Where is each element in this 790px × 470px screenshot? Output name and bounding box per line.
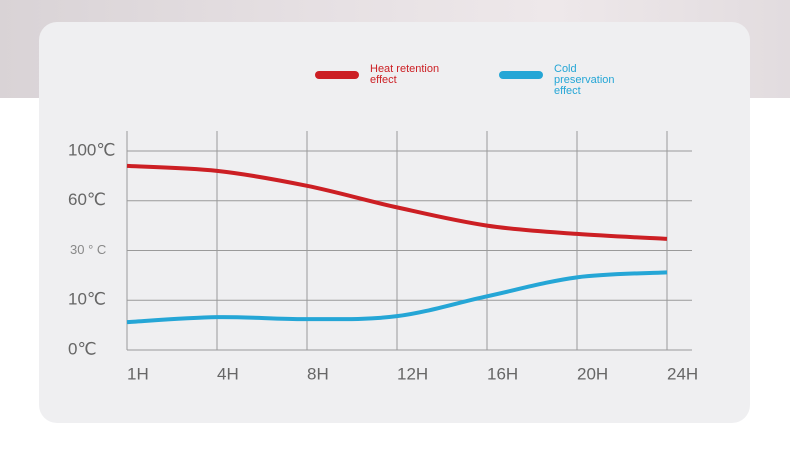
x-tick-label: 1H [127, 364, 149, 383]
data-line [126, 270, 668, 325]
y-tick-label: 30 ° C [70, 242, 106, 257]
x-tick-label: 20H [577, 364, 608, 383]
x-tick-label: 24H [667, 364, 698, 383]
y-tick-label: 0℃ [68, 339, 97, 358]
legend-label: Cold preservation effect [554, 63, 615, 97]
y-tick-label: 100℃ [68, 140, 115, 159]
y-tick-label: 10℃ [68, 290, 106, 309]
legend-label: Heat retention effect [370, 63, 440, 86]
data-line [126, 163, 668, 241]
y-tick-label: 60℃ [68, 190, 106, 209]
x-tick-label: 4H [217, 364, 239, 383]
x-tick-label: 12H [397, 364, 428, 383]
chart-card [39, 22, 750, 423]
x-tick-label: 16H [487, 364, 518, 383]
x-tick-label: 8H [307, 364, 329, 383]
